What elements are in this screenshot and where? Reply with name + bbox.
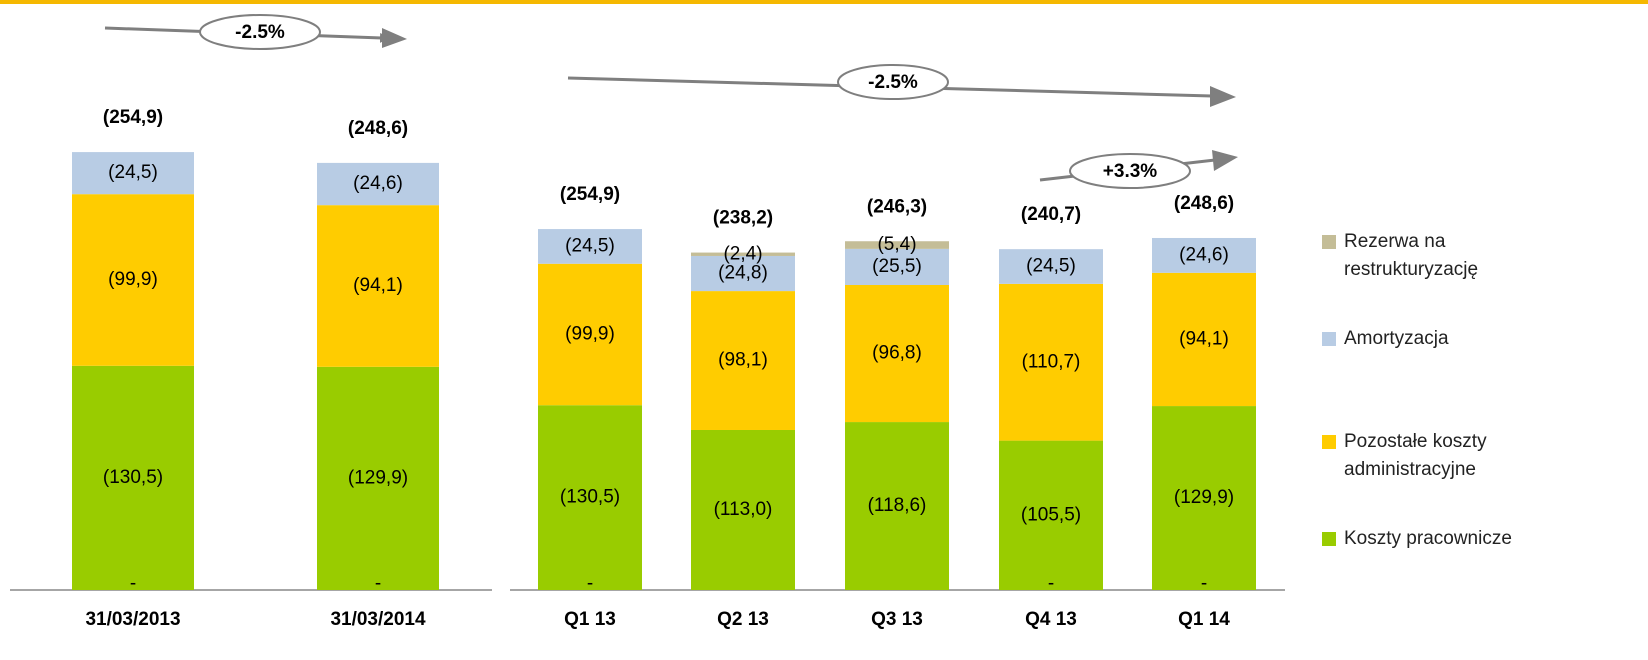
data-label: (99,9) xyxy=(108,269,158,290)
arrows xyxy=(104,14,1238,189)
bar-segment xyxy=(691,252,795,256)
data-label: (25,5) xyxy=(872,256,922,277)
total-label: (254,9) xyxy=(103,107,163,128)
x-tick-label: Q4 13 xyxy=(1025,609,1077,630)
total-label: (248,6) xyxy=(1174,193,1234,214)
data-label: (24,8) xyxy=(718,263,768,284)
bar-segment xyxy=(317,205,439,367)
bar-segment xyxy=(845,422,949,590)
data-label: - xyxy=(587,573,593,594)
bar-segment xyxy=(538,405,642,590)
data-label: (24,5) xyxy=(565,235,615,256)
bar-segment xyxy=(72,152,194,195)
data-label: (129,9) xyxy=(348,467,408,488)
bar-segment xyxy=(845,248,949,285)
bar-segment xyxy=(317,162,439,206)
legend-label: Koszty pracownicze xyxy=(1344,528,1512,549)
x-tick-label: 31/03/2014 xyxy=(330,609,426,630)
bar-segment xyxy=(999,440,1103,590)
bar-segment xyxy=(1152,272,1256,407)
x-tick-label: Q2 13 xyxy=(717,609,769,630)
data-label: (5,4) xyxy=(877,234,916,255)
legend-swatch xyxy=(1322,532,1336,546)
data-label: (24,6) xyxy=(353,173,403,194)
bar-segment xyxy=(72,365,194,590)
data-label: - xyxy=(1201,573,1207,594)
legend-label: Pozostałe koszty administracyjne xyxy=(1344,431,1487,480)
x-tick-label: Q1 13 xyxy=(564,609,616,630)
legend-item: Rezerwa na restrukturyzację xyxy=(1322,228,1642,284)
data-label: (98,1) xyxy=(718,350,768,371)
total-label: (254,9) xyxy=(560,184,620,205)
bar-segment xyxy=(538,263,642,406)
annotation: +3.3% xyxy=(1103,161,1158,182)
data-label: (24,5) xyxy=(108,162,158,183)
legend-item: Koszty pracownicze xyxy=(1322,525,1642,553)
legend-swatch xyxy=(1322,332,1336,346)
data-label: (24,5) xyxy=(1026,256,1076,277)
legend-item: Pozostałe koszty administracyjne xyxy=(1322,428,1642,484)
top-border xyxy=(0,0,1648,4)
bar-segment xyxy=(1152,237,1256,273)
data-label: (99,9) xyxy=(565,323,615,344)
bar-segment xyxy=(691,255,795,292)
data-label: (130,5) xyxy=(560,487,620,508)
data-label: (118,6) xyxy=(868,495,927,516)
data-label: (105,5) xyxy=(1021,504,1081,525)
x-tick-label: Q3 13 xyxy=(871,609,923,630)
data-label: (94,1) xyxy=(1179,328,1229,349)
data-label: (2,4) xyxy=(723,243,762,264)
bar-segment xyxy=(845,241,949,249)
annotation: -2.5% xyxy=(868,72,918,93)
bar-segment xyxy=(999,283,1103,441)
bar-segment xyxy=(845,284,949,423)
bar-segment xyxy=(317,366,439,590)
legend-label: Rezerwa na restrukturyzację xyxy=(1344,231,1479,280)
bar-segment xyxy=(999,249,1103,284)
annotation: -2.5% xyxy=(235,22,285,43)
legend-label: Amortyzacja xyxy=(1344,328,1449,349)
data-label: (130,5) xyxy=(103,467,163,488)
total-label: (248,6) xyxy=(348,118,408,139)
data-label: - xyxy=(375,573,381,594)
data-label: - xyxy=(130,573,136,594)
x-tick-label: 31/03/2013 xyxy=(85,609,180,630)
bar-segment xyxy=(691,429,795,590)
data-label: - xyxy=(1048,573,1054,594)
legend-item: Amortyzacja xyxy=(1322,325,1642,353)
bar-segment xyxy=(1152,406,1256,590)
total-label: (238,2) xyxy=(713,208,773,229)
data-label: (96,8) xyxy=(872,343,922,364)
data-label: (24,6) xyxy=(1179,244,1229,265)
data-label: (129,9) xyxy=(1174,487,1234,508)
legend-swatch xyxy=(1322,435,1336,449)
total-label: (246,3) xyxy=(867,196,927,217)
x-tick-label: Q1 14 xyxy=(1178,609,1230,630)
data-label: (113,0) xyxy=(714,499,773,520)
data-label: (94,1) xyxy=(353,275,403,296)
legend-swatch xyxy=(1322,235,1336,249)
bar-segment xyxy=(72,194,194,366)
bar-segment xyxy=(538,229,642,264)
data-label: (110,7) xyxy=(1022,351,1081,372)
bar-segment xyxy=(691,291,795,430)
total-label: (240,7) xyxy=(1021,204,1081,225)
